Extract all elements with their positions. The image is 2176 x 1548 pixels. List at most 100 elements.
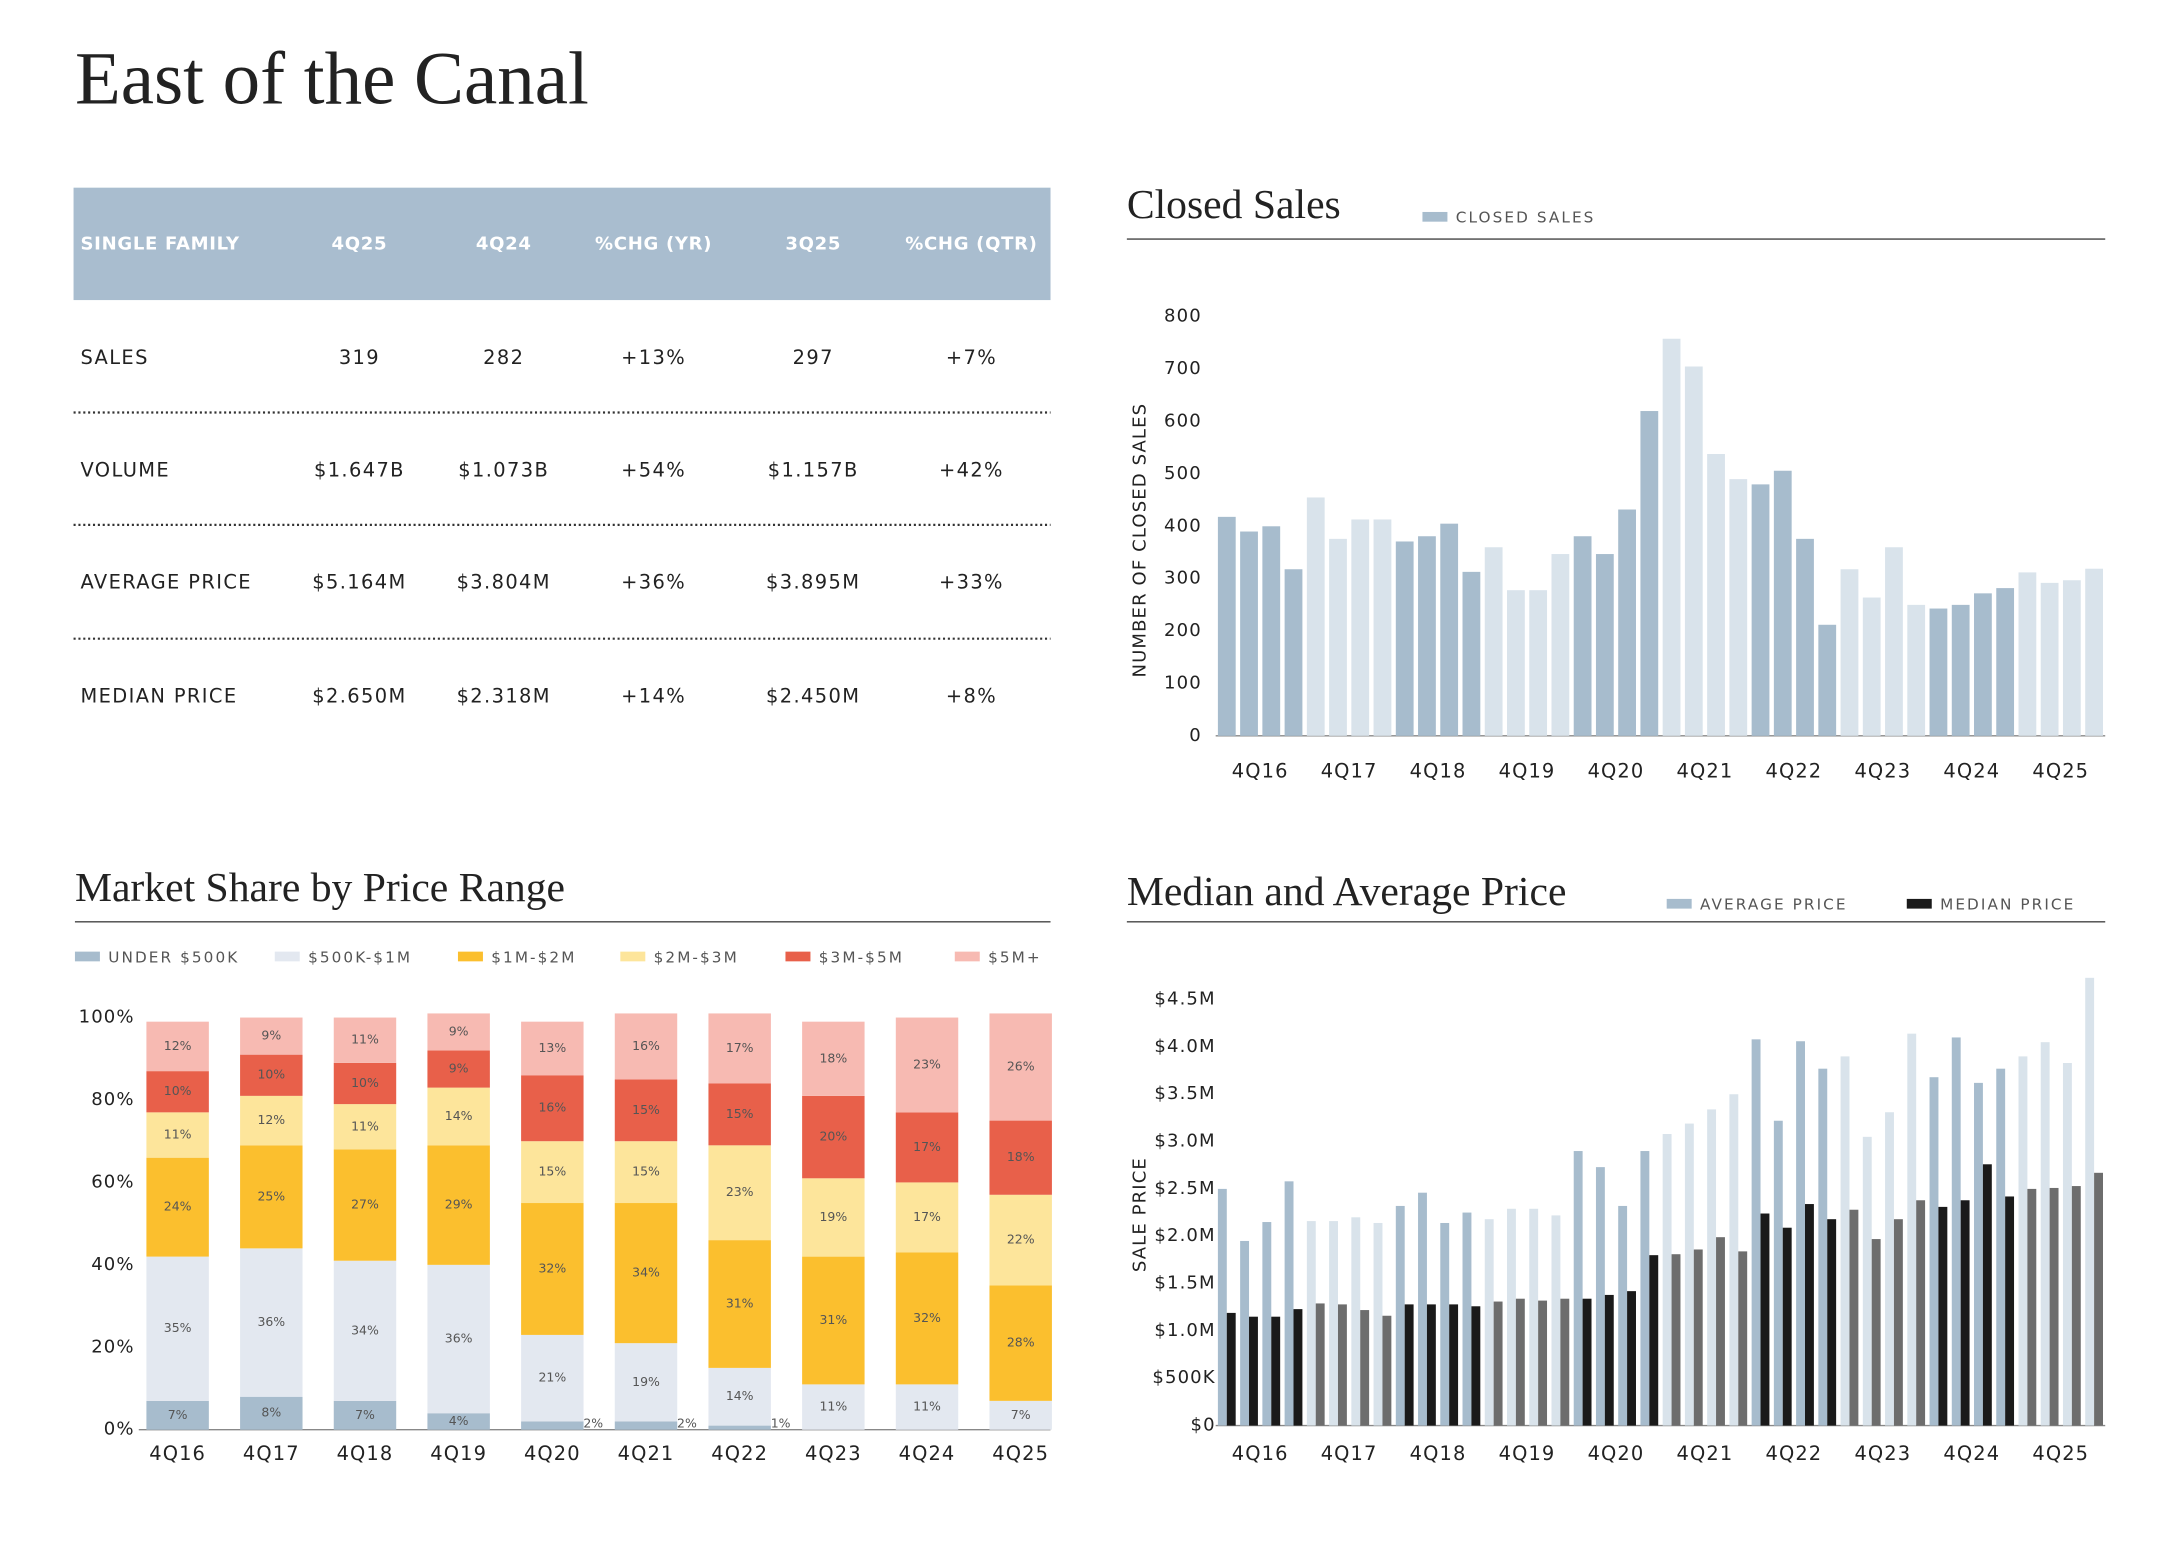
bar: [1507, 1208, 1516, 1426]
value-label: 35%: [164, 1320, 192, 1335]
bar: [1360, 1310, 1370, 1426]
y-axis-label: SALE PRICE: [1130, 1157, 1151, 1272]
value-label: 16%: [632, 1038, 660, 1053]
bar-segment: [146, 1400, 209, 1430]
bar: [1716, 1237, 1725, 1426]
table-cell: $2.650M: [312, 684, 406, 707]
table-header-cell: 3Q25: [785, 234, 841, 255]
bar: [1551, 554, 1570, 736]
value-label: 23%: [913, 1056, 941, 1071]
bar: [1907, 1033, 1917, 1426]
bar: [1729, 479, 1748, 736]
bar-segment: [614, 1079, 678, 1142]
bar-segment: [240, 1145, 303, 1249]
bar: [1751, 484, 1770, 736]
value-label: 15%: [726, 1106, 754, 1121]
bar: [1671, 1254, 1681, 1426]
value-label: 14%: [726, 1388, 754, 1403]
bar: [1484, 1219, 1494, 1426]
bar: [1840, 569, 1859, 736]
bar: [1693, 1249, 1703, 1426]
bar: [1751, 1039, 1761, 1426]
bar: [1929, 608, 1948, 736]
bar: [1226, 1312, 1236, 1426]
bar-segment: [989, 1120, 1052, 1195]
table-cell: 319: [339, 346, 380, 369]
bar: [1893, 1219, 1903, 1426]
bar: [1373, 519, 1392, 736]
bar-segment: [333, 1062, 397, 1105]
bar: [2018, 572, 2037, 736]
x-tick-label: 4Q20: [524, 1442, 581, 1465]
value-label: 13%: [538, 1040, 566, 1055]
bar-segment: [240, 1095, 303, 1146]
bar: [1840, 1056, 1850, 1426]
bar-segment: [521, 1421, 584, 1430]
x-tick-label: 4Q16: [1232, 1442, 1289, 1465]
bar: [1662, 1133, 1672, 1426]
bar: [1217, 516, 1236, 736]
bar-segment: [333, 1260, 397, 1401]
value-label: 1%: [771, 1416, 791, 1431]
y-tick-label: 500: [1164, 463, 1202, 484]
bar-segment: [895, 1182, 959, 1253]
value-label: 11%: [351, 1032, 379, 1047]
value-label: 12%: [257, 1112, 285, 1127]
legend-label: UNDER $500K: [108, 948, 239, 966]
bar-segment: [146, 1071, 209, 1113]
x-tick-label: 4Q20: [1588, 759, 1645, 782]
bar: [1760, 1213, 1770, 1426]
bar: [1395, 541, 1414, 736]
y-tick-label: $2.5M: [1154, 1178, 1215, 1199]
value-label: 14%: [445, 1108, 473, 1123]
y-axis-label: NUMBER OF CLOSED SALES: [1130, 403, 1151, 678]
bar: [1249, 1316, 1258, 1426]
chart-title: Closed Sales: [1127, 182, 1341, 228]
bar-segment: [521, 1021, 584, 1076]
value-label: 36%: [445, 1331, 473, 1346]
value-label: 9%: [449, 1023, 469, 1038]
table-header-cell: SINGLE FAMILY: [80, 234, 240, 255]
x-tick-label: 4Q22: [711, 1442, 768, 1465]
x-tick-label: 4Q19: [1499, 759, 1556, 782]
legend-label: MEDIAN PRICE: [1940, 896, 2075, 914]
value-label: 2%: [677, 1416, 697, 1431]
bar: [1929, 1077, 1939, 1426]
value-label: 31%: [726, 1296, 754, 1311]
bar: [1951, 604, 1970, 736]
bar-segment: [333, 1400, 397, 1430]
bar: [1471, 1306, 1481, 1426]
value-label: 19%: [632, 1374, 660, 1389]
value-label: 9%: [261, 1028, 281, 1043]
y-tick-label: 100: [1164, 672, 1202, 693]
table-cell: $2.318M: [457, 684, 551, 707]
x-tick-label: 4Q25: [992, 1442, 1049, 1465]
bar-segment: [708, 1425, 771, 1430]
x-tick-label: 4Q16: [149, 1442, 206, 1465]
y-tick-label: 300: [1164, 568, 1202, 589]
bar-segment: [895, 1017, 959, 1113]
bar: [2094, 1172, 2104, 1426]
bar-segment: [802, 1021, 865, 1096]
bar: [1217, 1188, 1227, 1426]
x-tick-label: 4Q23: [1854, 759, 1911, 782]
table-cell: MEDIAN PRICE: [80, 684, 237, 707]
x-tick-label: 4Q22: [1765, 1442, 1822, 1465]
bar: [1871, 1239, 1881, 1426]
bar-segment: [427, 1145, 490, 1265]
bar: [1951, 1037, 1961, 1426]
bar: [2005, 1196, 2015, 1426]
y-tick-label: 600: [1164, 411, 1202, 432]
bar: [2027, 1188, 2037, 1426]
table-cell: +36%: [621, 571, 686, 594]
value-label: 4%: [449, 1413, 469, 1428]
bar-segment: [240, 1054, 303, 1096]
value-label: 10%: [257, 1067, 285, 1082]
value-label: 7%: [1011, 1407, 1031, 1422]
bar-segment: [708, 1083, 771, 1146]
value-label: 15%: [538, 1164, 566, 1179]
bar-segment: [989, 1285, 1052, 1401]
bar-segment: [708, 1145, 771, 1241]
y-tick-label: 800: [1164, 306, 1202, 327]
